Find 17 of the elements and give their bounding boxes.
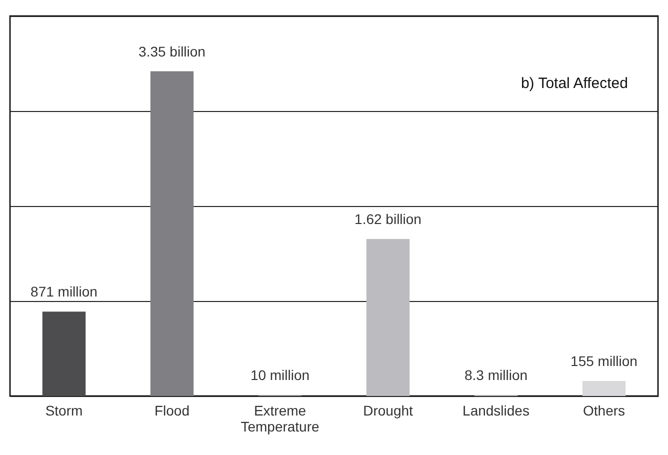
x-tick-label: Others [582, 402, 626, 418]
bar [150, 71, 194, 396]
x-tick-label: Extreme Temperature [240, 402, 320, 434]
x-tick-label: Storm [45, 402, 83, 418]
data-label: 1.62 billion [354, 210, 422, 227]
bar [42, 312, 86, 396]
data-label: 8.3 million [464, 367, 528, 384]
data-label: 10 million [250, 367, 310, 384]
text: b) Total Affected [520, 75, 628, 92]
x-tick-label: Flood [154, 402, 190, 418]
bar [582, 380, 626, 396]
data-label: 871 million [30, 284, 98, 300]
data-label: 3.35 billion [138, 43, 206, 60]
bar [366, 238, 410, 396]
data-label: 155 million [570, 352, 638, 369]
x-tick-label: Drought [363, 402, 414, 418]
x-tick-label: Landslides [462, 402, 530, 418]
